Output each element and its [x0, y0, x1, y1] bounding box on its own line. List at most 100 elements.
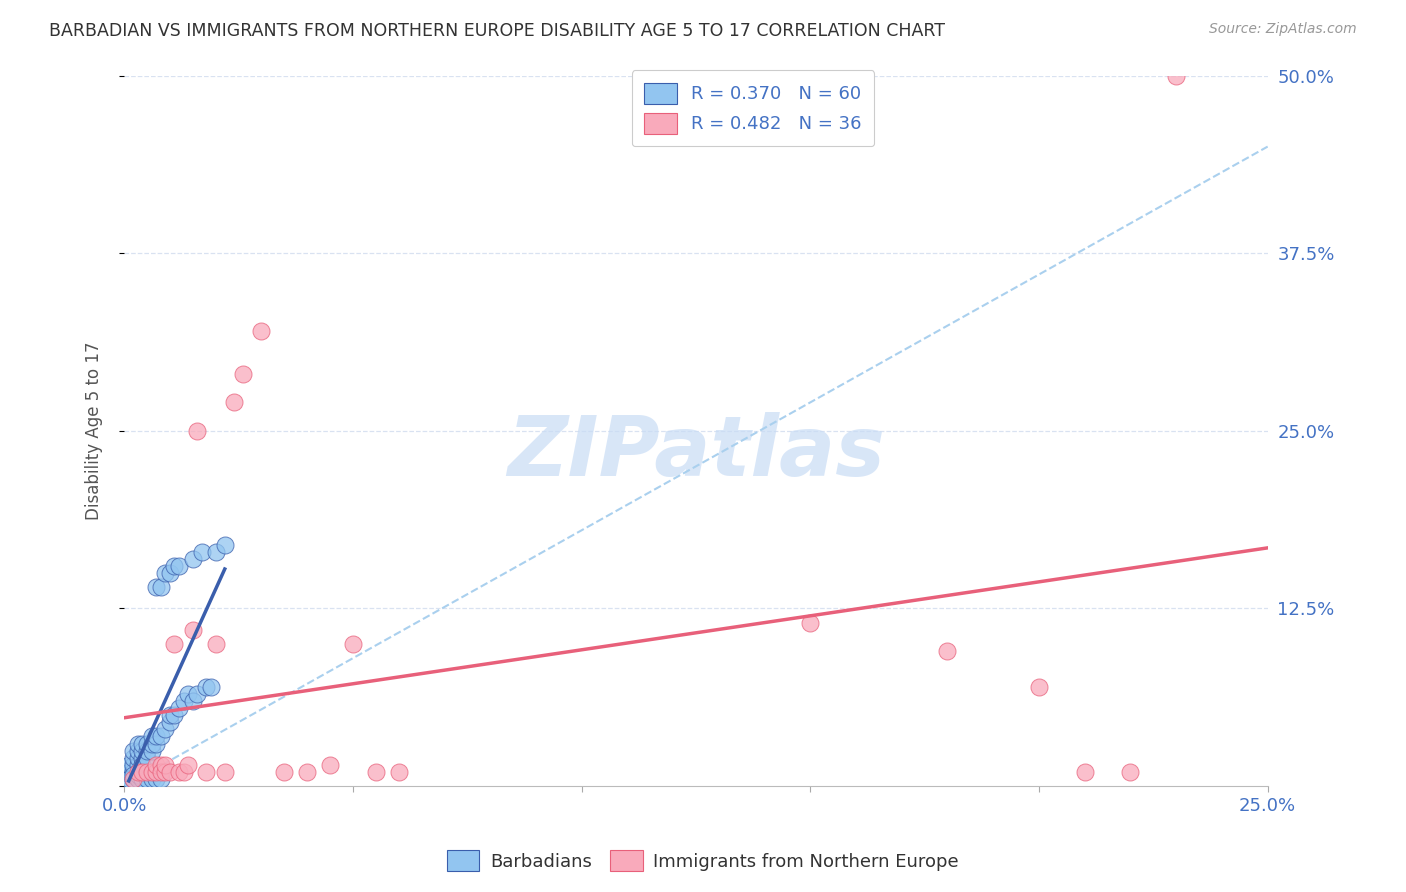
Point	[1073, 764, 1095, 779]
Point	[319, 757, 342, 772]
Point	[122, 764, 145, 779]
Point	[141, 772, 163, 786]
Point	[273, 764, 295, 779]
Point	[127, 764, 149, 779]
Point	[191, 544, 214, 558]
Point	[136, 772, 159, 786]
Point	[131, 750, 153, 764]
Point	[232, 367, 254, 381]
Point	[131, 757, 153, 772]
Point	[222, 395, 245, 409]
Point	[118, 764, 141, 779]
Point	[181, 623, 204, 637]
Point	[159, 708, 181, 723]
Point	[118, 772, 141, 786]
Point	[204, 544, 226, 558]
Point	[141, 743, 163, 757]
Point	[342, 637, 364, 651]
Text: ZIPatlas: ZIPatlas	[508, 411, 884, 492]
Point	[127, 772, 149, 786]
Point	[122, 750, 145, 764]
Point	[250, 324, 273, 338]
Point	[136, 764, 159, 779]
Point	[149, 580, 172, 594]
Point	[1119, 764, 1142, 779]
Point	[200, 680, 222, 694]
Point	[173, 694, 195, 708]
Point	[118, 772, 141, 786]
Point	[127, 750, 149, 764]
Point	[155, 566, 177, 580]
Point	[149, 730, 172, 744]
Point	[364, 764, 387, 779]
Point	[149, 772, 172, 786]
Point	[173, 764, 195, 779]
Point	[1166, 69, 1188, 83]
Point	[387, 764, 409, 779]
Point	[177, 687, 200, 701]
Point	[127, 743, 149, 757]
Point	[195, 764, 218, 779]
Point	[122, 772, 145, 786]
Point	[141, 730, 163, 744]
Point	[131, 764, 153, 779]
Point	[136, 743, 159, 757]
Point	[136, 737, 159, 751]
Point	[204, 637, 226, 651]
Point	[122, 743, 145, 757]
Point	[181, 694, 204, 708]
Text: Source: ZipAtlas.com: Source: ZipAtlas.com	[1209, 22, 1357, 37]
Point	[122, 772, 145, 786]
Point	[159, 715, 181, 730]
Point	[145, 737, 167, 751]
Point	[177, 757, 200, 772]
Point	[186, 424, 208, 438]
Point	[145, 580, 167, 594]
Point	[127, 764, 149, 779]
Point	[127, 737, 149, 751]
Point	[131, 743, 153, 757]
Point	[131, 737, 153, 751]
Point	[799, 615, 821, 630]
Text: BARBADIAN VS IMMIGRANTS FROM NORTHERN EUROPE DISABILITY AGE 5 TO 17 CORRELATION : BARBADIAN VS IMMIGRANTS FROM NORTHERN EU…	[49, 22, 945, 40]
Point	[163, 708, 186, 723]
Point	[149, 764, 172, 779]
Point	[141, 764, 163, 779]
Point	[136, 750, 159, 764]
Y-axis label: Disability Age 5 to 17: Disability Age 5 to 17	[86, 342, 103, 520]
Point	[155, 764, 177, 779]
Point	[295, 764, 318, 779]
Legend: R = 0.370   N = 60, R = 0.482   N = 36: R = 0.370 N = 60, R = 0.482 N = 36	[631, 70, 875, 146]
Point	[214, 764, 236, 779]
Point	[122, 768, 145, 782]
Legend: Barbadians, Immigrants from Northern Europe: Barbadians, Immigrants from Northern Eur…	[440, 843, 966, 879]
Point	[167, 701, 190, 715]
Point	[167, 764, 190, 779]
Point	[131, 772, 153, 786]
Point	[127, 764, 149, 779]
Point	[118, 757, 141, 772]
Point	[122, 757, 145, 772]
Point	[159, 764, 181, 779]
Point	[1028, 680, 1050, 694]
Point	[122, 772, 145, 786]
Point	[145, 757, 167, 772]
Point	[149, 757, 172, 772]
Point	[141, 737, 163, 751]
Point	[195, 680, 218, 694]
Point	[181, 551, 204, 566]
Point	[127, 757, 149, 772]
Point	[214, 537, 236, 551]
Point	[155, 757, 177, 772]
Point	[131, 757, 153, 772]
Point	[122, 772, 145, 786]
Point	[127, 768, 149, 782]
Point	[145, 730, 167, 744]
Point	[167, 558, 190, 573]
Point	[155, 723, 177, 737]
Point	[936, 644, 959, 658]
Point	[145, 772, 167, 786]
Point	[159, 566, 181, 580]
Point	[163, 637, 186, 651]
Point	[145, 764, 167, 779]
